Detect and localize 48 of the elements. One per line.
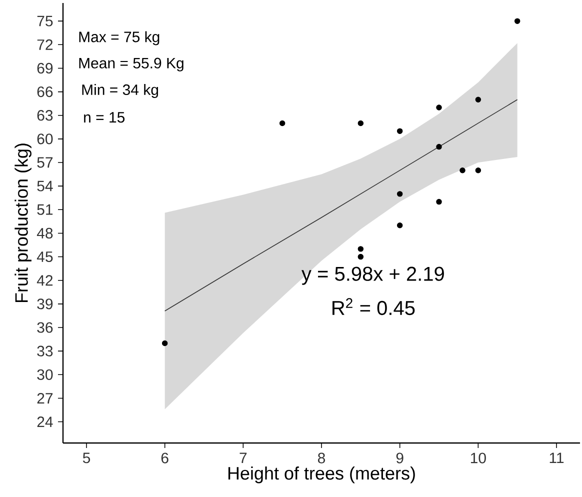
- x-tick-label: 10: [470, 452, 486, 464]
- point: [358, 254, 364, 260]
- y-tick-label: 27: [37, 392, 53, 404]
- x-axis-title: Height of trees (meters): [228, 466, 415, 484]
- y-tick-label: 72: [37, 39, 53, 50]
- annotation: y = 5.98x + 2.19: [302, 266, 444, 285]
- x-tick-label: 9: [396, 452, 404, 464]
- point: [436, 198, 442, 205]
- annotation: Mean = 55.9 Kg: [79, 58, 184, 72]
- annotation: n = 15: [84, 112, 125, 123]
- y-tick-label: 36: [37, 322, 53, 333]
- point: [279, 120, 286, 126]
- point: [358, 120, 364, 126]
- point: [396, 191, 403, 197]
- y-tick-label: 42: [36, 275, 53, 286]
- y-tick-label: 75: [37, 16, 53, 26]
- annotation: Max = 75 kg: [79, 31, 160, 46]
- point: [436, 144, 442, 150]
- x-tick-label: 11: [550, 452, 564, 464]
- y-tick-label: 48: [36, 228, 53, 239]
- x-tick-label: 7: [240, 452, 247, 464]
- point: [396, 222, 403, 228]
- point: [460, 167, 466, 174]
- point: [358, 246, 364, 252]
- y-tick-label: 30: [37, 369, 53, 380]
- point: [475, 167, 482, 174]
- annotation: R$^{2}$ = 0.45: [332, 298, 415, 316]
- y-tick-label: 63: [37, 110, 53, 121]
- point: [475, 96, 482, 103]
- y-tick-label: 45: [36, 252, 53, 262]
- point: [436, 104, 442, 110]
- y-tick-label: 54: [37, 180, 53, 192]
- x-tick-label: 8: [318, 452, 326, 464]
- y-axis-title: Fruit production (kg): [14, 144, 32, 302]
- x-tick-label: 6: [161, 452, 168, 464]
- point: [396, 128, 403, 134]
- x-tick-label: 5: [82, 452, 90, 464]
- y-tick-label: 33: [37, 346, 53, 356]
- point: [162, 340, 168, 346]
- y-tick-label: 69: [37, 62, 53, 74]
- y-tick-label: 51: [37, 204, 53, 215]
- annotation: Min = 34 kg: [82, 84, 158, 98]
- point: [514, 18, 520, 24]
- y-tick-label: 24: [37, 416, 53, 428]
- y-tick-label: 60: [37, 134, 53, 144]
- y-tick-label: 39: [37, 298, 53, 310]
- y-tick-label: 57: [37, 157, 53, 168]
- y-tick-label: 66: [37, 86, 53, 98]
